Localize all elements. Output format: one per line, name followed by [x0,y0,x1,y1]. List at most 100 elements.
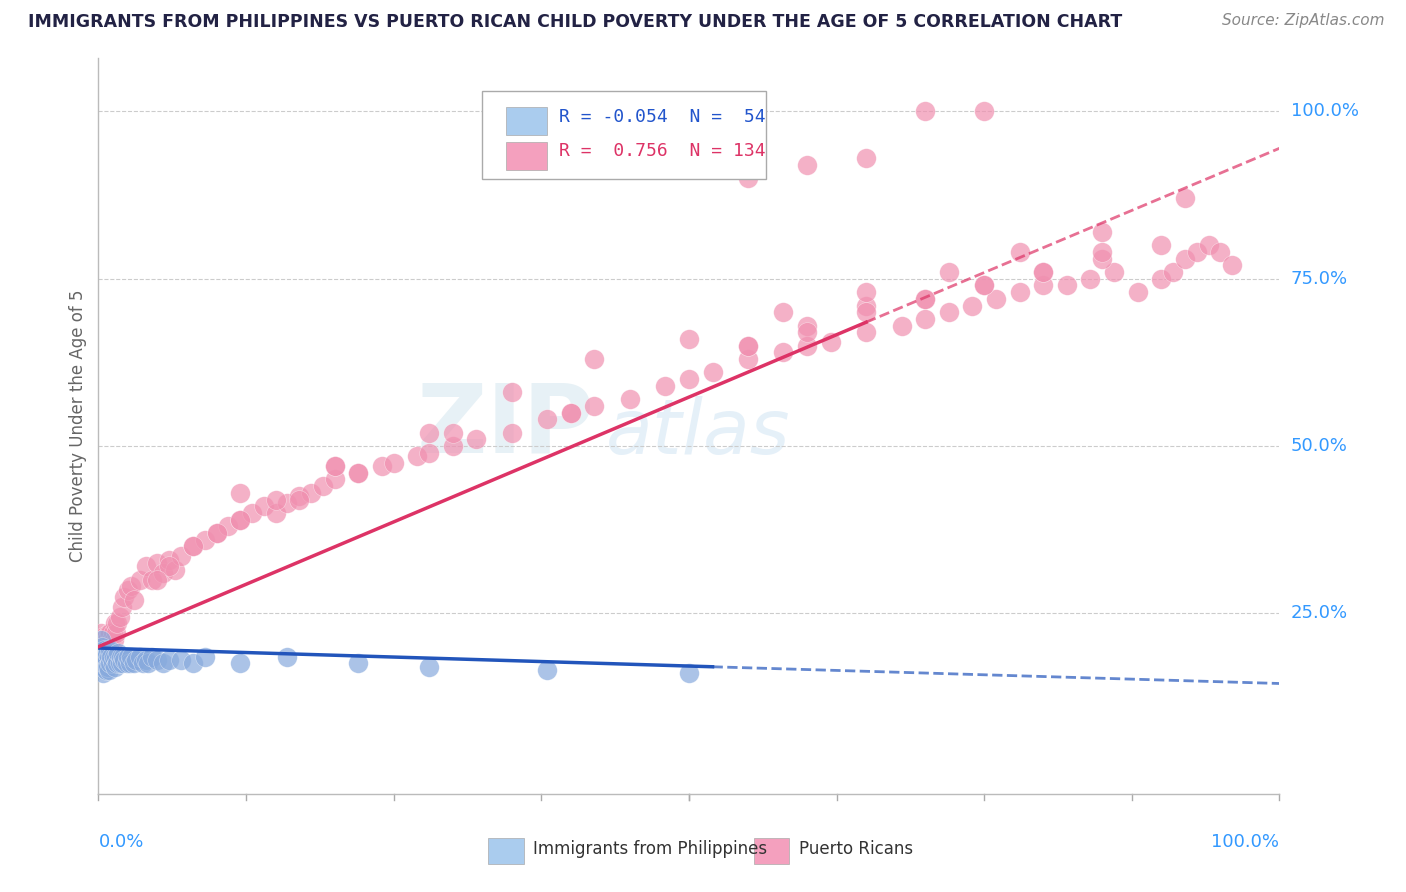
Point [938,305,960,319]
Point [91,633,114,648]
Point [288,489,311,503]
Point [157,653,180,667]
Point [122,657,145,671]
Point [560,405,582,419]
Point [276,496,298,510]
Point [441,439,464,453]
Point [90,646,112,660]
Point [984,292,1007,306]
Point [146,573,169,587]
Point [772,305,794,319]
Point [1032,265,1054,279]
Point [93,643,115,657]
Point [323,472,346,486]
Point [205,525,228,540]
Point [89,640,111,654]
Point [253,500,276,514]
Point [112,653,135,667]
Point [855,151,877,165]
Point [583,351,606,366]
Point [1161,265,1184,279]
Point [101,626,124,640]
Point [112,590,135,604]
Point [240,506,263,520]
Point [418,660,440,674]
Point [103,633,125,648]
Point [89,643,111,657]
Point [1150,271,1173,285]
Text: atlas: atlas [606,396,790,470]
Point [94,643,117,657]
Point [121,580,143,594]
Point [94,630,117,644]
Point [418,445,440,460]
Point [465,432,488,446]
Point [91,649,114,664]
Point [98,640,121,654]
Point [536,412,558,426]
Point [855,298,877,313]
Point [104,616,127,631]
Y-axis label: Child Poverty Under the Age of 5: Child Poverty Under the Age of 5 [69,290,87,562]
Point [560,405,582,419]
Point [1220,258,1243,272]
Point [97,643,120,657]
Point [120,657,142,671]
Point [105,649,128,664]
Bar [488,838,523,863]
Point [96,660,118,674]
Text: R =  0.756  N = 134: R = 0.756 N = 134 [560,143,766,161]
Point [96,646,118,660]
Point [146,556,169,570]
Point [152,657,174,671]
Point [103,649,125,664]
Point [1102,265,1125,279]
Point [914,104,936,119]
Text: 100.0%: 100.0% [1291,103,1358,120]
Point [914,292,936,306]
Point [1150,238,1173,252]
Point [1008,285,1031,300]
Point [229,485,252,500]
Point [91,643,114,657]
Point [181,539,204,553]
Point [382,456,405,470]
Point [90,626,112,640]
Point [117,649,139,664]
Point [323,458,346,473]
Point [89,657,111,671]
Point [96,633,118,648]
Point [890,318,912,333]
Point [418,425,440,440]
Point [98,643,121,657]
Point [100,633,122,648]
Point [855,325,877,339]
Point [93,636,115,650]
Point [217,519,239,533]
Point [583,399,606,413]
Point [98,663,121,677]
Point [91,660,114,674]
Point [264,506,287,520]
Text: 0.0%: 0.0% [98,833,143,851]
Point [347,657,370,671]
Point [181,539,204,553]
Point [1174,252,1197,266]
Point [914,312,936,326]
Point [107,646,129,660]
Point [855,285,877,300]
Point [93,657,115,671]
Point [115,657,138,671]
Point [128,649,150,664]
Point [1032,265,1054,279]
Text: 25.0%: 25.0% [1291,604,1348,623]
Point [1185,244,1208,259]
Point [678,666,700,681]
Text: Puerto Ricans: Puerto Ricans [799,840,912,858]
Text: 100.0%: 100.0% [1212,833,1279,851]
Point [181,657,204,671]
Point [1198,238,1220,252]
Point [108,657,131,671]
Point [91,666,114,681]
Point [98,649,121,664]
